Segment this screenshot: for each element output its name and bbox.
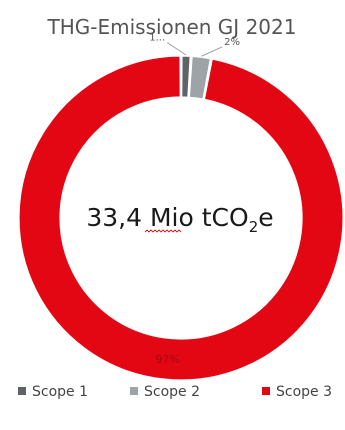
chart-title: THG-Emissionen GJ 2021 (47, 15, 297, 39)
leader-line-scope-2 (201, 46, 223, 57)
legend-swatch-scope-2 (130, 387, 138, 395)
data-label-scope-3: 97% (155, 353, 179, 366)
data-labels: 1... 2% 97% (149, 33, 240, 366)
center-suffix: e (258, 203, 273, 232)
legend-label-scope-2: Scope 2 (144, 384, 200, 400)
donut-slices (18, 55, 344, 381)
leader-line-scope-1 (166, 42, 187, 56)
spellcheck-underline (144, 229, 182, 233)
legend-swatch-scope-3 (262, 387, 270, 395)
slice-scope-1 (181, 55, 191, 98)
legend-label-scope-3: Scope 3 (276, 384, 332, 400)
legend-swatch-scope-1 (18, 387, 26, 395)
legend-label-scope-1: Scope 1 (32, 384, 88, 400)
leader-lines (166, 42, 223, 57)
center-subscript: 2 (249, 218, 259, 236)
data-label-scope-1: 1... (149, 33, 165, 44)
slice-scope-3 (18, 55, 344, 381)
slice-scope-2 (188, 55, 212, 100)
center-label: 33,4 Mio tCO2e (86, 203, 273, 236)
legend: Scope 1 Scope 2 Scope 3 (18, 384, 332, 400)
data-label-scope-2: 2% (224, 37, 240, 48)
center-value: 33,4 Mio tCO (86, 203, 248, 232)
